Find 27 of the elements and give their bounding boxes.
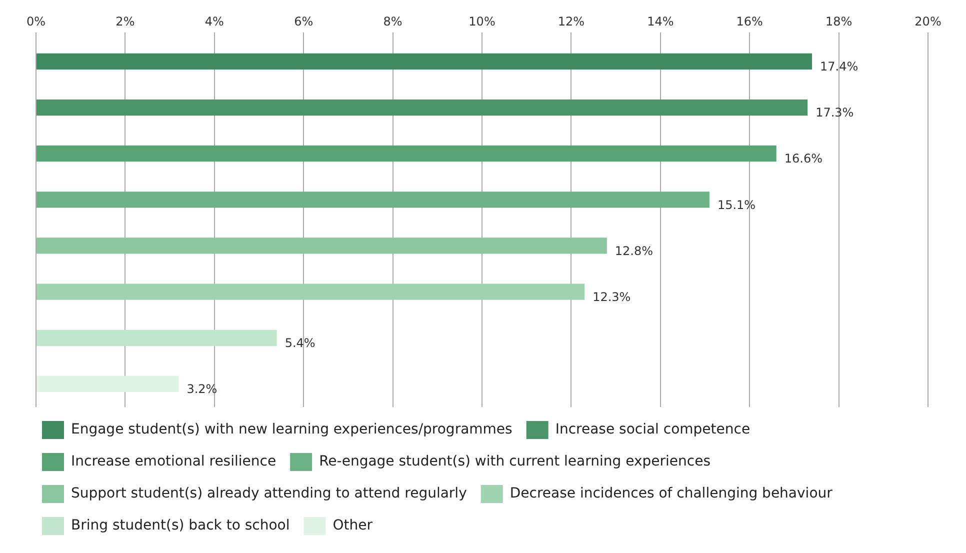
x-tick-label: 16% bbox=[736, 14, 763, 28]
x-tick-label: 8% bbox=[383, 14, 402, 28]
data-label: 5.4% bbox=[284, 336, 316, 350]
x-tick-label: 4% bbox=[204, 14, 224, 28]
x-tick-label: 10% bbox=[468, 14, 496, 28]
legend-label: Increase emotional resilience bbox=[71, 454, 276, 470]
x-tick-label: 14% bbox=[647, 14, 674, 28]
legend-label: Decrease incidences of challenging behaviour bbox=[510, 486, 833, 502]
legend-label: Re-engage student(s) with current learning experiences bbox=[319, 454, 710, 470]
legend-label: Other bbox=[332, 518, 373, 534]
data-label: 15.1% bbox=[717, 198, 756, 212]
legend-label: Engage student(s) with new learning experiences/programmes bbox=[71, 422, 512, 438]
legend-label: Increase social competence bbox=[555, 422, 750, 438]
data-label: 17.4% bbox=[820, 60, 858, 74]
x-tick-label: 6% bbox=[294, 14, 314, 28]
x-tick-label: 2% bbox=[116, 14, 135, 28]
data-label: 17.3% bbox=[816, 106, 854, 120]
x-tick-label: 20% bbox=[914, 14, 942, 28]
x-tick-label: 0% bbox=[26, 14, 46, 28]
x-tick-label: 12% bbox=[558, 14, 585, 28]
legend-label: Bring student(s) back to school bbox=[71, 518, 290, 534]
data-label: 16.6% bbox=[784, 152, 822, 166]
data-label: 3.2% bbox=[186, 382, 218, 396]
x-tick-label: 18% bbox=[825, 14, 852, 28]
data-label: 12.3% bbox=[592, 290, 631, 304]
legend-label: Support student(s) already attending to attend regularly bbox=[71, 486, 467, 502]
data-label: 12.8% bbox=[614, 244, 654, 258]
